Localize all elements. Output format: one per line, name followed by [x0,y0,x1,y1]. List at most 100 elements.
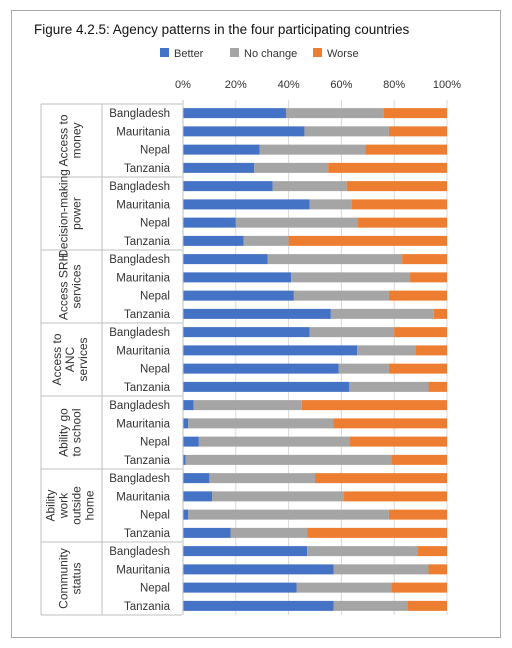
group-label-access-srh-services: services [70,264,84,308]
category-label: Bangladesh [109,254,170,266]
bar-no-change [333,600,408,611]
bar-better [183,308,331,319]
category-label: Mauritania [116,199,170,211]
bar-better [183,491,213,502]
bar-worse [388,363,447,374]
category-label: Tanzania [124,163,171,175]
bar-better [183,381,350,392]
x-tick-label: 60% [330,79,352,91]
category-label: Tanzania [124,382,171,394]
bar-no-change [309,199,352,210]
bar-no-change [296,582,392,593]
bar-worse [428,381,447,392]
category-label: Bangladesh [109,327,170,339]
category-label: Bangladesh [109,473,170,485]
category-label: Nepal [140,145,170,157]
group-label-ability-work-outside-home: home [83,490,97,520]
bar-better [183,108,286,119]
group-label-access-to-anc-services: services [76,337,90,381]
bar-worse [344,491,447,502]
group-label-ability-work-outside-home: Ability [44,489,58,521]
bar-worse [428,564,447,575]
bar-no-change [188,418,334,429]
bar-worse [433,308,447,319]
group-label-ability-go-to-school: to school [70,408,84,456]
bar-better [183,564,334,575]
bar-no-change [307,546,418,557]
x-tick-label: 80% [383,79,405,91]
bar-worse [333,418,447,429]
bar-worse [388,290,447,301]
bar-no-change [185,454,392,465]
group-label-access-to-anc-services: ANC [63,347,77,373]
bar-no-change [272,181,347,192]
bar-worse [288,235,447,246]
bar-worse [307,527,447,538]
group-label-access-to-money: money [70,122,84,158]
category-label: Nepal [140,510,170,522]
bar-worse [301,400,447,411]
bar-better [183,509,189,520]
category-label: Bangladesh [109,546,170,558]
bar-worse [346,181,447,192]
category-label: Tanzania [124,309,171,321]
bar-no-change [193,400,302,411]
bar-no-change [267,254,403,265]
bar-better [183,254,268,265]
bar-better [183,235,244,246]
bar-no-change [243,235,289,246]
bar-no-change [330,308,434,319]
bar-no-change [291,272,411,283]
group-label-community-status: Community [57,548,71,609]
bar-no-change [254,162,329,173]
bar-worse [391,582,447,593]
bar-better [183,345,358,356]
bar-better [183,546,308,557]
legend-swatch-no-change [230,48,239,57]
group-label-decision-making-power: Decision-making [57,169,71,258]
bar-no-change [285,108,384,119]
bar-worse [383,108,447,119]
bar-no-change [293,290,389,301]
bar-better [183,363,339,374]
x-tick-label: 40% [278,79,300,91]
category-label: Nepal [140,583,170,595]
bar-worse [417,546,447,557]
bar-better [183,436,199,447]
category-label: Tanzania [124,236,171,248]
group-label-decision-making-power: power [70,197,84,230]
bar-better [183,162,255,173]
category-label: Mauritania [116,272,170,284]
legend-label-better: Better [174,48,204,60]
group-label-ability-go-to-school: Ability go [57,408,71,457]
category-label: Mauritania [116,345,170,357]
bar-better [183,418,189,429]
bar-worse [349,436,447,447]
category-label: Tanzania [124,601,171,613]
bar-worse [388,509,447,520]
bar-no-change [235,217,358,228]
group-label-community-status: status [70,562,84,594]
bar-worse [391,454,447,465]
category-label: Nepal [140,291,170,303]
bar-better [183,400,194,411]
bar-better [183,582,297,593]
x-tick-label: 20% [225,79,247,91]
bar-no-change [338,363,389,374]
bar-worse [410,272,447,283]
group-label-ability-work-outside-home: outside [70,486,84,525]
group-label-access-to-anc-services: Access to [50,333,64,385]
bar-better [183,126,305,137]
category-label: Bangladesh [109,400,170,412]
bar-no-change [212,491,345,502]
figure-frame [11,10,501,638]
bar-no-change [349,381,429,392]
bar-no-change [198,436,350,447]
bar-worse [388,126,447,137]
x-tick-label: 0% [175,79,191,91]
legend-label-worse: Worse [327,48,359,60]
x-tick-label: 100% [433,79,461,91]
bar-no-change [188,509,389,520]
category-label: Mauritania [116,418,170,430]
category-label: Tanzania [124,528,171,540]
